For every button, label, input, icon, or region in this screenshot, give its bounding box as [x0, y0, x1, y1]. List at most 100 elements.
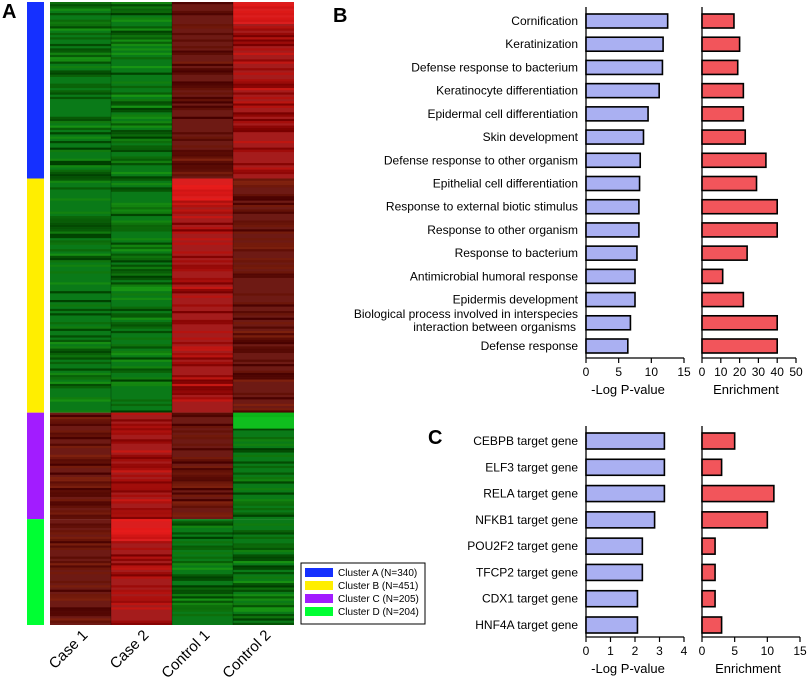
category-label: Epithelial cell differentiation [433, 177, 578, 191]
heatmap-stripe [50, 414, 111, 418]
heatmap-stripe [233, 558, 294, 562]
heatmap-stripe [50, 596, 111, 599]
heatmap-stripe [233, 81, 294, 84]
heatmap-stripe [111, 474, 172, 477]
heatmap-stripe [172, 266, 233, 270]
heatmap-column-labels: Case 1 Case 2 Control 1 Control 2 [46, 627, 275, 682]
heatmap-stripe [172, 209, 233, 212]
heatmap-stripe [111, 399, 172, 402]
heatmap-stripe [172, 88, 233, 91]
heatmap-stripe [111, 508, 172, 511]
heatmap-stripe [111, 160, 172, 164]
heatmap-stripe [172, 355, 233, 358]
heatmap-stripe [233, 163, 294, 166]
heatmap-stripe [233, 536, 294, 539]
heatmap-stripe [50, 490, 111, 493]
heatmap-stripe [233, 501, 294, 504]
heatmap-stripe [172, 377, 233, 380]
heatmap-stripe [233, 346, 294, 349]
heatmap-stripe [172, 461, 233, 464]
x-tick-label: 0 [583, 644, 590, 658]
enrichment-bar [701, 198, 778, 215]
heatmap-stripe [111, 156, 172, 159]
heatmap-stripe [233, 598, 294, 601]
heatmap-stripe [233, 465, 294, 469]
x-tick-label: 40 [771, 365, 785, 379]
heatmap-stripe [111, 266, 172, 270]
heatmap-stripe [111, 465, 172, 469]
category-label: Biological process involved in interspec… [354, 307, 578, 321]
heatmap-stripe [172, 585, 233, 588]
heatmap-stripe [50, 220, 111, 223]
heatmap-stripe [233, 41, 294, 44]
heatmap-stripe [50, 260, 111, 263]
heatmap-column-label: Control 2 [219, 627, 274, 682]
heatmap-highlight [233, 2, 294, 24]
x-axis-title: -Log P-value [591, 661, 665, 676]
heatmap-stripe [172, 152, 233, 155]
category-label: Keratinocyte differentiation [436, 84, 578, 98]
heatmap-stripe [172, 523, 233, 526]
heatmap-stripe [50, 505, 111, 509]
heatmap-stripe [172, 348, 233, 351]
enrichment-bar [701, 106, 745, 122]
heatmap-stripe [233, 567, 294, 570]
heatmap-stripe [172, 68, 233, 71]
heatmap-stripe [111, 288, 172, 292]
heatmap-stripe [172, 383, 233, 387]
heatmap-stripe [172, 10, 233, 14]
pvalue-bar [585, 268, 636, 285]
heatmap-stripe [111, 37, 172, 40]
heatmap-stripe [111, 368, 172, 371]
heatmap-stripe [233, 326, 294, 329]
heatmap-stripe [50, 580, 111, 584]
heatmap-stripe [172, 156, 233, 159]
enrichment-bar [701, 338, 778, 354]
x-tick-label: 50 [789, 365, 803, 379]
heatmap-stripe [50, 24, 111, 27]
enrichment-bar [701, 314, 778, 331]
heatmap-stripe [172, 547, 233, 550]
heatmap-stripe [111, 554, 172, 557]
heatmap-stripe [50, 308, 111, 312]
heatmap-stripe [50, 375, 111, 378]
heatmap-stripe [172, 561, 233, 564]
heatmap-stripe [50, 74, 111, 78]
heatmap-stripe [172, 503, 233, 506]
heatmap-stripe [50, 326, 111, 329]
heatmap-stripe [50, 37, 111, 40]
heatmap-stripe [233, 605, 294, 608]
heatmap-stripe [111, 565, 172, 568]
heatmap-stripe [233, 258, 294, 261]
heatmap-stripe [172, 514, 233, 517]
heatmap-stripe [233, 121, 294, 124]
heatmap-stripe [50, 149, 111, 153]
heatmap-stripe [111, 315, 172, 318]
heatmap-stripe [111, 246, 172, 250]
heatmap-stripe [50, 4, 111, 7]
cluster-bar-a [27, 2, 44, 179]
heatmap-stripe [233, 443, 294, 446]
heatmap-stripe [50, 240, 111, 243]
heatmap-stripe [111, 8, 172, 11]
heatmap-stripe [172, 567, 233, 570]
pvalue-bar [585, 589, 639, 608]
heatmap-stripe [172, 138, 233, 142]
heatmap-stripe [233, 392, 294, 395]
heatmap-stripe [111, 65, 172, 69]
enrichment-bar [701, 59, 739, 76]
heatmap-stripe [172, 563, 233, 566]
heatmap-stripe [50, 607, 111, 610]
heatmap-stripe [233, 397, 294, 400]
heatmap-stripe [50, 271, 111, 274]
heatmap-stripe [111, 249, 172, 252]
heatmap-stripe [111, 483, 172, 486]
heatmap-stripe [50, 532, 111, 535]
heatmap-stripe [50, 304, 111, 307]
heatmap-stripe [172, 72, 233, 75]
heatmap-stripe [50, 556, 111, 559]
heatmap-stripe [50, 541, 111, 544]
heatmap-stripe [233, 61, 294, 64]
heatmap-stripe [172, 423, 233, 426]
heatmap-stripe [233, 488, 294, 491]
